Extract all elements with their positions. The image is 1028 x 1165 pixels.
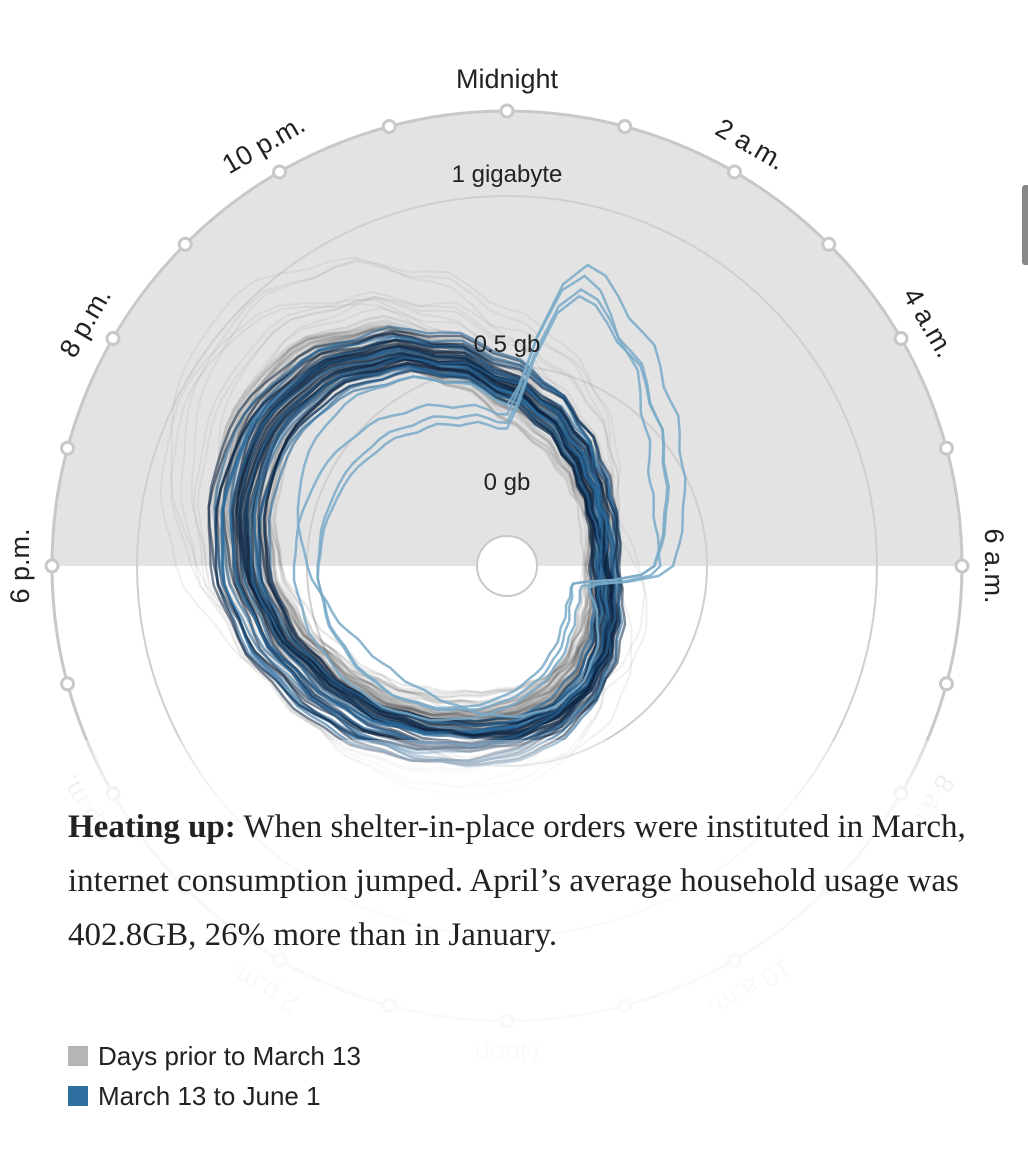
hour-label-6pm: 6 p.m.	[5, 528, 35, 603]
hour-tick-dot	[381, 119, 397, 135]
ring-label-0-gb: 0 gb	[484, 469, 531, 496]
hour-tick-dot	[60, 440, 76, 456]
curve-march-13-to-june-1	[252, 364, 609, 727]
scrollbar-handle[interactable]	[1022, 185, 1028, 265]
caption-text: When shelter-in-place orders were instit…	[68, 809, 966, 953]
hour-tick-dot	[893, 331, 909, 346]
center-hole	[476, 535, 538, 597]
ring-label-0-5-gb: 0.5 gb	[474, 331, 541, 358]
hour-label-6am: 6 a.m.	[979, 528, 1009, 603]
chart-caption: Heating up: When shelter-in-place orders…	[68, 800, 968, 962]
night-shading	[52, 111, 962, 566]
fade-overlay	[0, 740, 1028, 1160]
hour-tick-dot	[499, 103, 515, 119]
hour-tick-dot	[821, 236, 837, 252]
legend-label-before: Days prior to March 13	[98, 1040, 361, 1071]
legend-item-before: Days prior to March 13	[68, 1036, 361, 1076]
hour-tick-dot	[105, 331, 121, 346]
curve-march-13-to-june-1-outlier	[316, 294, 670, 710]
legend-swatch-blue	[68, 1086, 88, 1106]
hour-tick-dot	[60, 676, 76, 692]
hour-tick-dot	[938, 676, 954, 692]
hour-label-midnight: Midnight	[456, 64, 559, 94]
hour-tick-dot	[177, 236, 193, 252]
hour-tick-dot	[617, 119, 633, 135]
hour-tick-dot	[938, 440, 954, 456]
curve-march-13-to-june-1	[249, 356, 604, 747]
curve-march-13-to-june-1-outlier	[316, 287, 669, 712]
legend-item-after: March 13 to June 1	[68, 1076, 361, 1116]
hour-tick-dot	[727, 164, 742, 180]
hour-tick-dot	[44, 558, 60, 574]
curve-march-13-to-june-1-outlier	[292, 263, 687, 722]
hour-tick-dot	[954, 558, 970, 574]
curve-march-13-to-june-1	[257, 354, 607, 737]
legend: Days prior to March 13 March 13 to June …	[68, 1036, 361, 1116]
hour-tick-dot	[272, 164, 287, 180]
curve-march-13-to-june-1	[240, 351, 614, 737]
caption-lead: Heating up:	[68, 809, 236, 845]
legend-swatch-gray	[68, 1046, 88, 1066]
ring-label-1-gigabyte: 1 gigabyte	[452, 161, 563, 188]
curve-march-13-to-june-1-outlier	[296, 274, 662, 719]
legend-label-after: March 13 to June 1	[98, 1080, 321, 1111]
